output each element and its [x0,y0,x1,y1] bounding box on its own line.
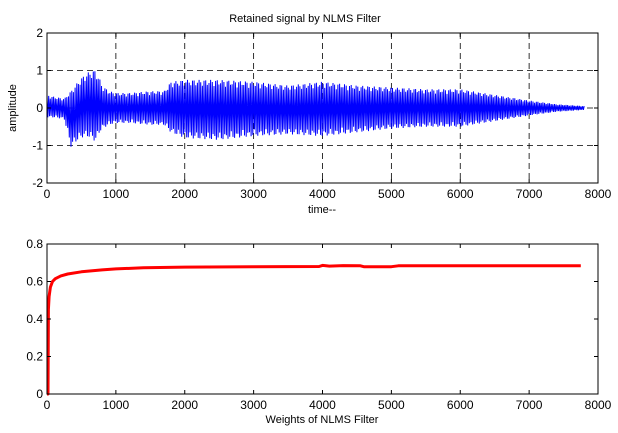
weights-line [46,263,581,396]
signal-y-tick-label: 0 [36,101,43,115]
weights-y-tick-label: 0 [36,387,43,401]
signal-x-tick-label: 1000 [103,187,130,201]
weights-x-tick-label: 5000 [378,398,405,412]
weights-x-tick-label: 6000 [447,398,474,412]
signal-y-tick-label: -1 [32,139,43,153]
weights-x-tick-label: 1000 [103,398,130,412]
weights-x-label: Weights of NLMS Filter [266,414,379,426]
signal-x-tick-label: 5000 [378,187,405,201]
signal-x-tick-label: 2000 [171,187,198,201]
signal-series [46,71,585,147]
weights-series [46,263,581,396]
signal-y-ticks: -2 -1 0 1 2 [32,26,598,190]
weights-y-tick-label: 0.4 [26,312,43,326]
signal-x-ticks: 0 1000 2000 3000 4000 5000 6000 7000 8000 [44,33,612,201]
signal-y-tick-label: -2 [32,176,43,190]
signal-x-tick-label: 6000 [447,187,474,201]
signal-line [46,71,585,147]
signal-chart-title: Retained signal by NLMS Filter [229,13,381,25]
signal-y-tick-label: 2 [36,26,43,40]
signal-chart: Retained signal by NLMS Filter 0 1000 2000… [7,13,612,216]
weights-x-ticks: 0 1000 2000 3000 4000 5000 6000 7000 8000 [44,244,612,412]
weights-y-tick-label: 0.8 [26,237,43,251]
weights-y-tick-label: 0.2 [26,350,43,364]
signal-x-tick-label: 4000 [309,187,336,201]
weights-x-tick-label: 2000 [171,398,198,412]
signal-x-tick-label: 8000 [585,187,612,201]
signal-x-tick-label: 3000 [240,187,267,201]
weights-x-tick-label: 8000 [585,398,612,412]
signal-y-tick-label: 1 [36,64,43,78]
signal-x-label: time-- [308,204,336,216]
weights-y-tick-label: 0.6 [26,275,43,289]
weights-x-tick-label: 3000 [240,398,267,412]
weights-x-tick-label: 7000 [516,398,543,412]
weights-chart: 0 1000 2000 3000 4000 5000 6000 7000 8000 0 0.2 0.… [26,237,611,426]
weights-x-tick-label: 0 [44,398,51,412]
weights-x-tick-label: 4000 [309,398,336,412]
weights-y-ticks: 0 0.2 0.4 0.6 0.8 [26,237,598,401]
signal-y-label: amplitude [7,84,19,132]
signal-x-tick-label: 7000 [516,187,543,201]
signal-x-tick-label: 0 [44,187,51,201]
